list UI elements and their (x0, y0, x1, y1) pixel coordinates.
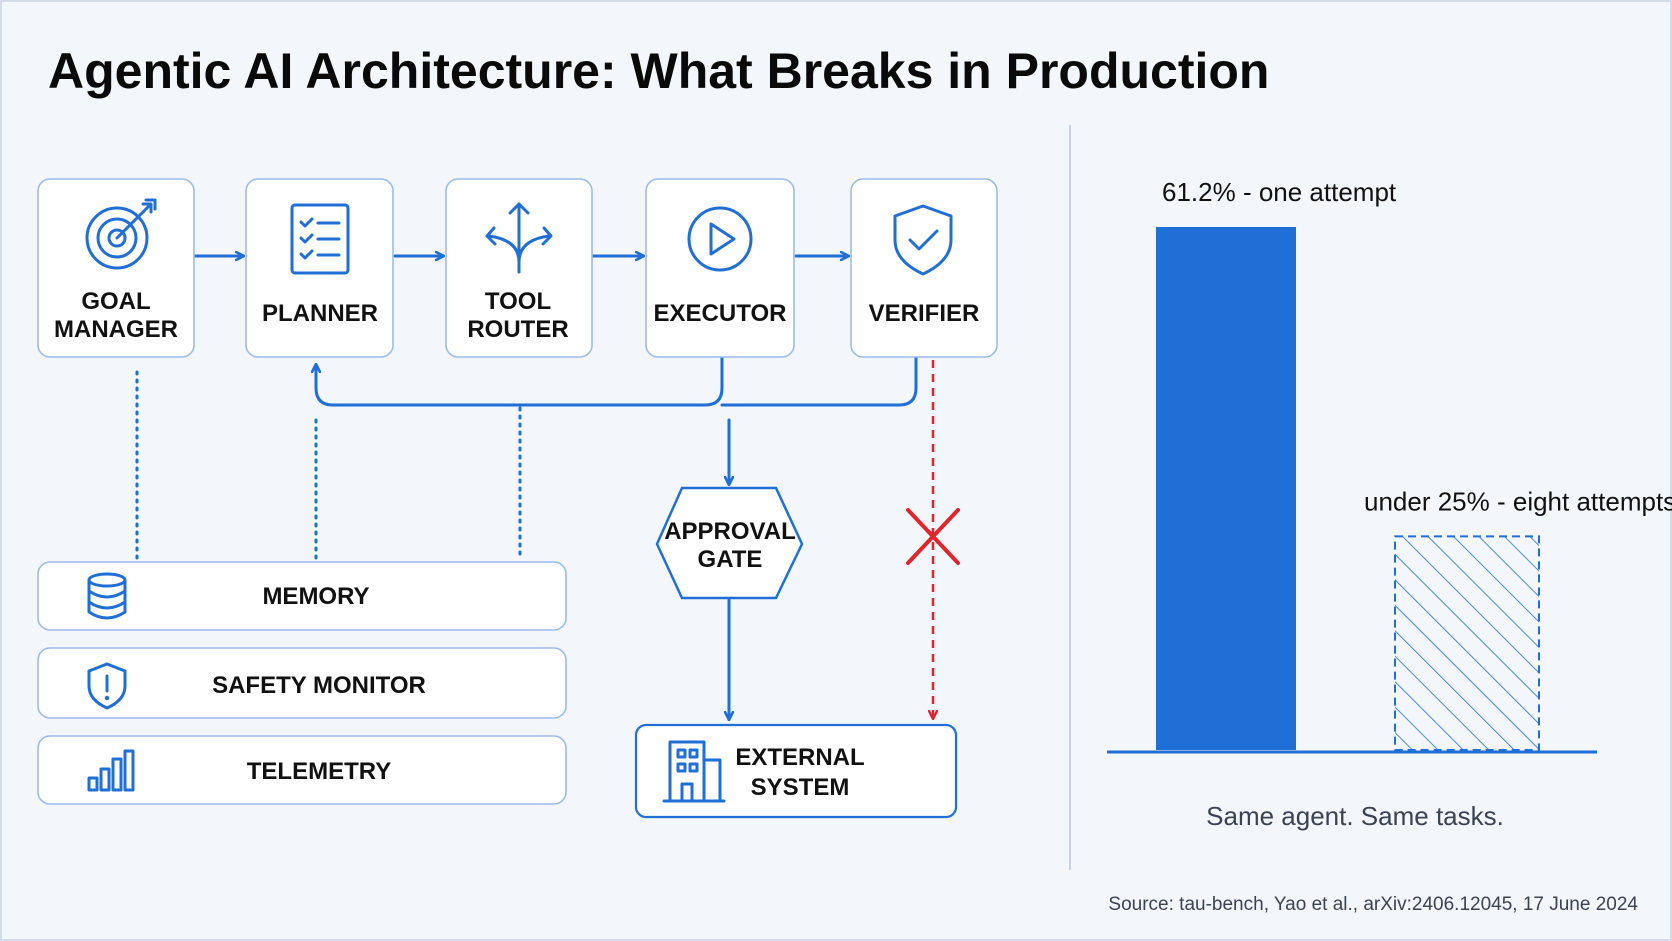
external-system-box (634, 723, 958, 819)
service-telemetry: TELEMETRY (37, 735, 567, 805)
loop-executor-to-planner (316, 356, 724, 407)
telemetry-label: TELEMETRY (247, 758, 391, 785)
route-split-icon (485, 202, 553, 274)
planner-box (245, 178, 394, 358)
success-rate-chart: 61.2% - one attempt under 25% - eight att… (1107, 177, 1672, 754)
checklist-icon (290, 203, 350, 275)
play-circle-icon (687, 206, 753, 272)
safety-monitor-box (37, 647, 567, 719)
loop-verifier-return (720, 356, 918, 407)
approval-gate-label-line1: APPROVAL (664, 518, 796, 545)
safety-monitor-label: SAFETY MONITOR (212, 672, 426, 699)
node-executor: EXECUTOR (645, 178, 795, 358)
bar-label-eight-attempts: under 25% - eight attempts (1364, 486, 1672, 516)
tool-router-label-line2: ROUTER (467, 316, 568, 343)
telemetry-box (37, 735, 567, 805)
node-external-system: EXTERNAL SYSTEM (634, 723, 958, 819)
goal-manager-label-line2: MANAGER (54, 316, 178, 343)
source-citation: Source: tau-bench, Yao et al., arXiv:240… (1108, 894, 1638, 915)
chart-caption: Same agent. Same tasks. (1206, 801, 1504, 831)
service-safety-monitor: SAFETY MONITOR (37, 647, 567, 719)
bar-eight-attempts (1394, 535, 1540, 751)
executor-box (645, 178, 795, 358)
service-connectors (135, 370, 522, 562)
feedback-loop (316, 356, 918, 484)
memory-box (37, 561, 567, 631)
memory-label: MEMORY (262, 583, 369, 610)
building-icon (662, 740, 726, 803)
external-system-label-line2: SYSTEM (751, 774, 850, 801)
approval-gate-hexagon (655, 486, 804, 600)
blocked-x-icon (906, 508, 960, 565)
node-planner: PLANNER (245, 178, 394, 358)
shield-alert-icon (87, 662, 127, 710)
node-goal-manager: GOAL MANAGER (37, 178, 195, 358)
node-tool-router: TOOL ROUTER (445, 178, 593, 358)
executor-label: EXECUTOR (654, 300, 787, 327)
shield-check-icon (893, 204, 953, 276)
planner-label: PLANNER (262, 300, 378, 327)
approval-gate-label-line2: GATE (698, 546, 763, 573)
goal-manager-label-line1: GOAL (81, 288, 150, 315)
database-icon (87, 572, 127, 620)
bypass-path (906, 360, 960, 718)
external-system-label-line1: EXTERNAL (735, 744, 864, 771)
bar-one-attempt (1156, 227, 1296, 750)
page-title: Agentic AI Architecture: What Breaks in … (48, 43, 1269, 99)
verifier-label: VERIFIER (869, 300, 980, 327)
bar-chart-icon (87, 749, 135, 792)
target-icon (85, 198, 157, 270)
verifier-box (850, 178, 998, 358)
service-memory: MEMORY (37, 561, 567, 631)
node-verifier: VERIFIER (850, 178, 998, 358)
bar-label-one-attempt: 61.2% - one attempt (1162, 177, 1397, 207)
node-approval-gate: APPROVAL GATE (655, 486, 804, 600)
tool-router-label-line1: TOOL (485, 288, 551, 315)
